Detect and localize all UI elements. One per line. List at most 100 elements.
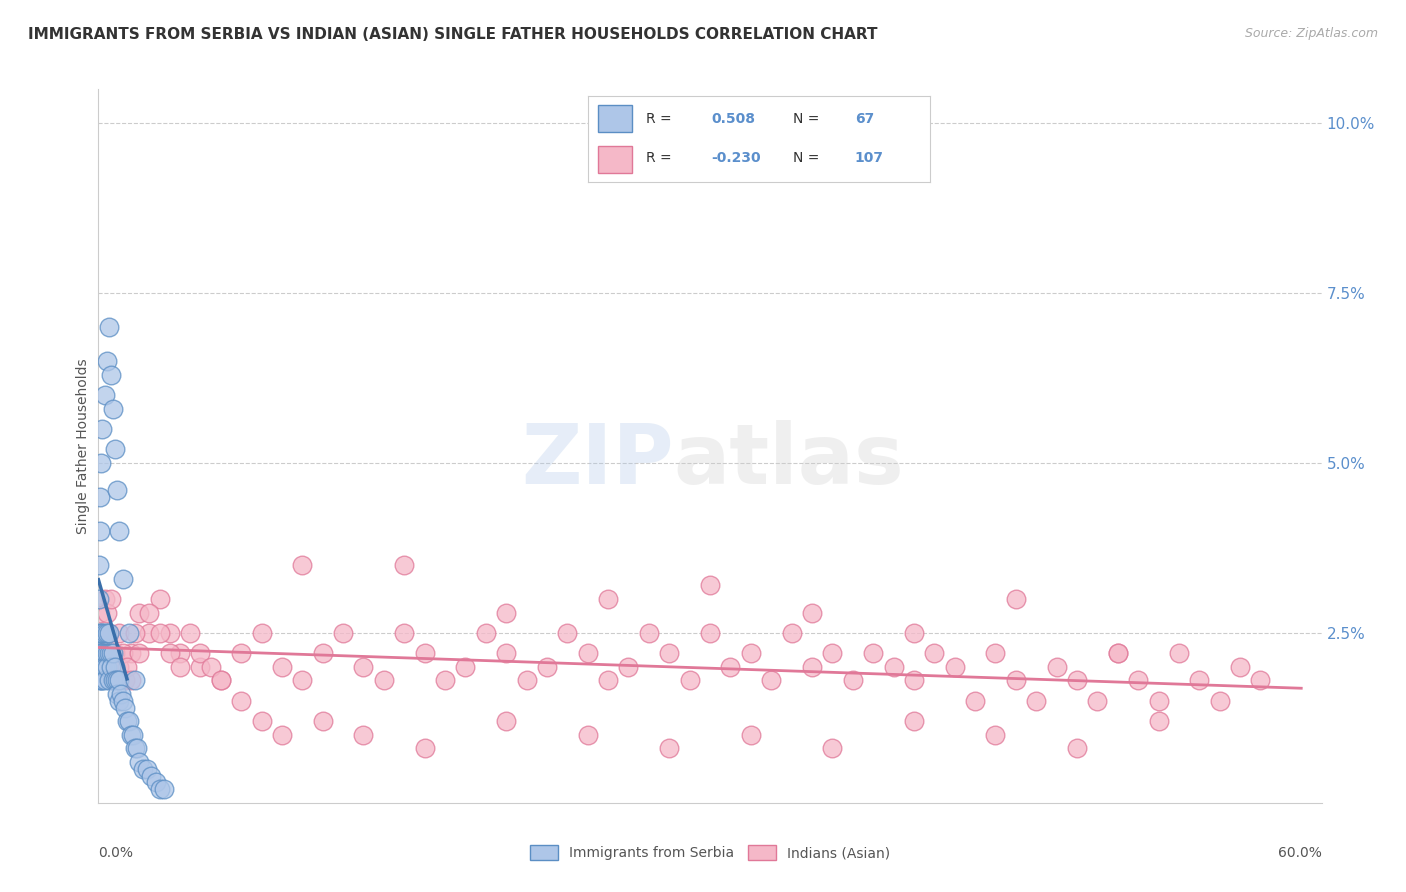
Point: [138, 606, 160, 620]
Point: [373, 673, 395, 688]
Point: [97, 626, 120, 640]
Point: [617, 660, 640, 674]
Point: [658, 646, 681, 660]
Point: [392, 626, 416, 640]
Point: [91, 660, 114, 674]
Point: [100, 368, 122, 382]
Point: [91, 646, 114, 660]
Point: [104, 646, 127, 660]
Point: [740, 646, 762, 660]
Point: [89, 490, 111, 504]
Point: [127, 741, 149, 756]
Point: [128, 646, 150, 660]
Point: [152, 782, 174, 797]
Point: [91, 626, 114, 640]
Point: [101, 646, 124, 660]
Point: [97, 673, 120, 688]
Point: [965, 694, 987, 708]
Point: [312, 646, 335, 660]
Point: [392, 558, 416, 572]
Point: [120, 728, 142, 742]
Point: [1066, 673, 1088, 688]
Point: [179, 626, 201, 640]
Point: [120, 673, 142, 688]
Point: [114, 700, 136, 714]
Point: [124, 741, 146, 756]
Point: [93, 673, 115, 688]
Point: [718, 660, 742, 674]
Point: [104, 442, 127, 457]
Point: [104, 673, 127, 688]
Point: [231, 646, 253, 660]
Point: [984, 646, 1007, 660]
Point: [111, 646, 134, 660]
Point: [93, 646, 115, 660]
Point: [104, 660, 127, 674]
Point: [159, 626, 181, 640]
Point: [96, 660, 118, 674]
Point: [1167, 646, 1189, 660]
Point: [699, 578, 721, 592]
Point: [862, 646, 884, 660]
Point: [1004, 591, 1026, 606]
Point: [922, 646, 945, 660]
Point: [90, 660, 112, 674]
Point: [1066, 741, 1088, 756]
Point: [250, 626, 273, 640]
Point: [536, 660, 558, 674]
Text: atlas: atlas: [673, 420, 904, 500]
Point: [780, 626, 803, 640]
Point: [270, 660, 294, 674]
Point: [495, 646, 517, 660]
Point: [495, 606, 517, 620]
Point: [801, 660, 824, 674]
Point: [740, 728, 762, 742]
Point: [87, 591, 110, 606]
Point: [169, 646, 191, 660]
Point: [108, 694, 131, 708]
Point: [474, 626, 498, 640]
Point: [270, 728, 294, 742]
Point: [200, 660, 222, 674]
Point: [658, 741, 681, 756]
Point: [903, 714, 925, 729]
Point: [87, 626, 110, 640]
Point: [1045, 660, 1069, 674]
Point: [136, 762, 159, 776]
Text: 60.0%: 60.0%: [1278, 846, 1322, 860]
Point: [100, 646, 122, 660]
Point: [124, 673, 146, 688]
Point: [145, 775, 167, 789]
Point: [169, 660, 191, 674]
Point: [100, 591, 122, 606]
Point: [1107, 646, 1129, 660]
Point: [124, 626, 146, 640]
Point: [821, 646, 844, 660]
Point: [128, 755, 150, 769]
Point: [108, 626, 131, 640]
Point: [495, 714, 517, 729]
Point: [90, 626, 112, 640]
Point: [91, 422, 114, 436]
Point: [188, 646, 212, 660]
Point: [105, 483, 128, 498]
Point: [576, 646, 599, 660]
Point: [91, 673, 114, 688]
Point: [96, 626, 118, 640]
Point: [89, 660, 111, 674]
Point: [97, 646, 120, 660]
Point: [312, 714, 335, 729]
Point: [332, 626, 354, 640]
Point: [93, 660, 115, 674]
Point: [89, 673, 111, 688]
Point: [250, 714, 273, 729]
Point: [943, 660, 966, 674]
Point: [108, 660, 131, 674]
Point: [1085, 694, 1108, 708]
Point: [105, 687, 128, 701]
Point: [93, 591, 115, 606]
Point: [90, 646, 112, 660]
Point: [100, 660, 122, 674]
Point: [159, 646, 181, 660]
Point: [101, 673, 124, 688]
